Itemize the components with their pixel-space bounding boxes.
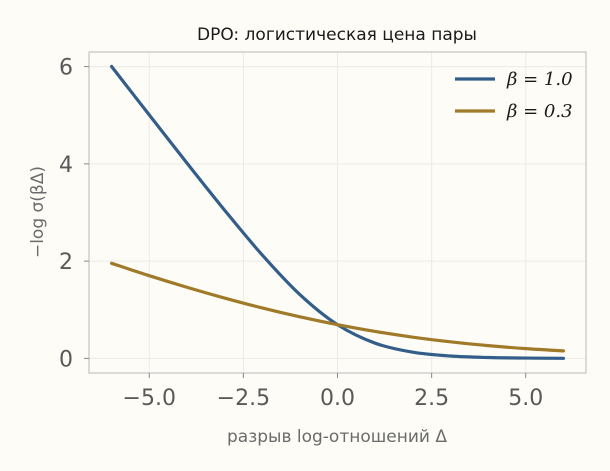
- y-axis-label: −log σ(βΔ): [28, 166, 48, 258]
- y-axis-ticks: 0 2 4 6: [59, 56, 89, 372]
- x-axis-label: разрыв log-отношений Δ: [227, 427, 447, 447]
- x-tick-label: 0.0: [320, 386, 355, 411]
- series-lines: [109, 64, 566, 360]
- x-tick-label: −5.0: [123, 386, 176, 411]
- x-tick-label: −2.5: [217, 386, 270, 411]
- chart-title: DPO: логистическая цена пары: [197, 25, 477, 45]
- legend-label: β = 1.0: [506, 69, 573, 90]
- legend-label: β = 0.3: [506, 101, 573, 122]
- y-tick-label: 4: [59, 153, 73, 178]
- x-axis-ticks: −5.0 −2.5 0.0 2.5 5.0: [123, 373, 543, 411]
- x-tick-label: 2.5: [414, 386, 449, 411]
- x-tick-label: 5.0: [508, 386, 543, 411]
- series-line-2: [109, 261, 566, 353]
- legend: β = 1.0 β = 0.3: [455, 69, 573, 122]
- grid: [89, 52, 586, 373]
- y-tick-label: 0: [59, 347, 73, 372]
- y-tick-label: 6: [59, 56, 73, 81]
- y-tick-label: 2: [59, 250, 73, 275]
